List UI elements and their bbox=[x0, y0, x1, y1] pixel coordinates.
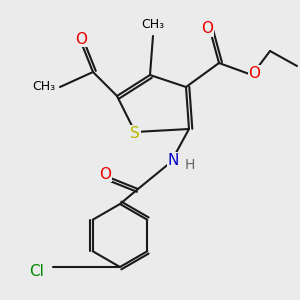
Text: H: H bbox=[184, 158, 195, 172]
Text: O: O bbox=[201, 21, 213, 36]
Text: O: O bbox=[99, 167, 111, 182]
Text: N: N bbox=[168, 153, 179, 168]
Text: CH₃: CH₃ bbox=[32, 80, 56, 94]
Text: CH₃: CH₃ bbox=[141, 18, 165, 31]
Text: O: O bbox=[75, 32, 87, 46]
Text: S: S bbox=[130, 126, 140, 141]
Text: Cl: Cl bbox=[28, 264, 44, 279]
Text: O: O bbox=[248, 66, 260, 81]
